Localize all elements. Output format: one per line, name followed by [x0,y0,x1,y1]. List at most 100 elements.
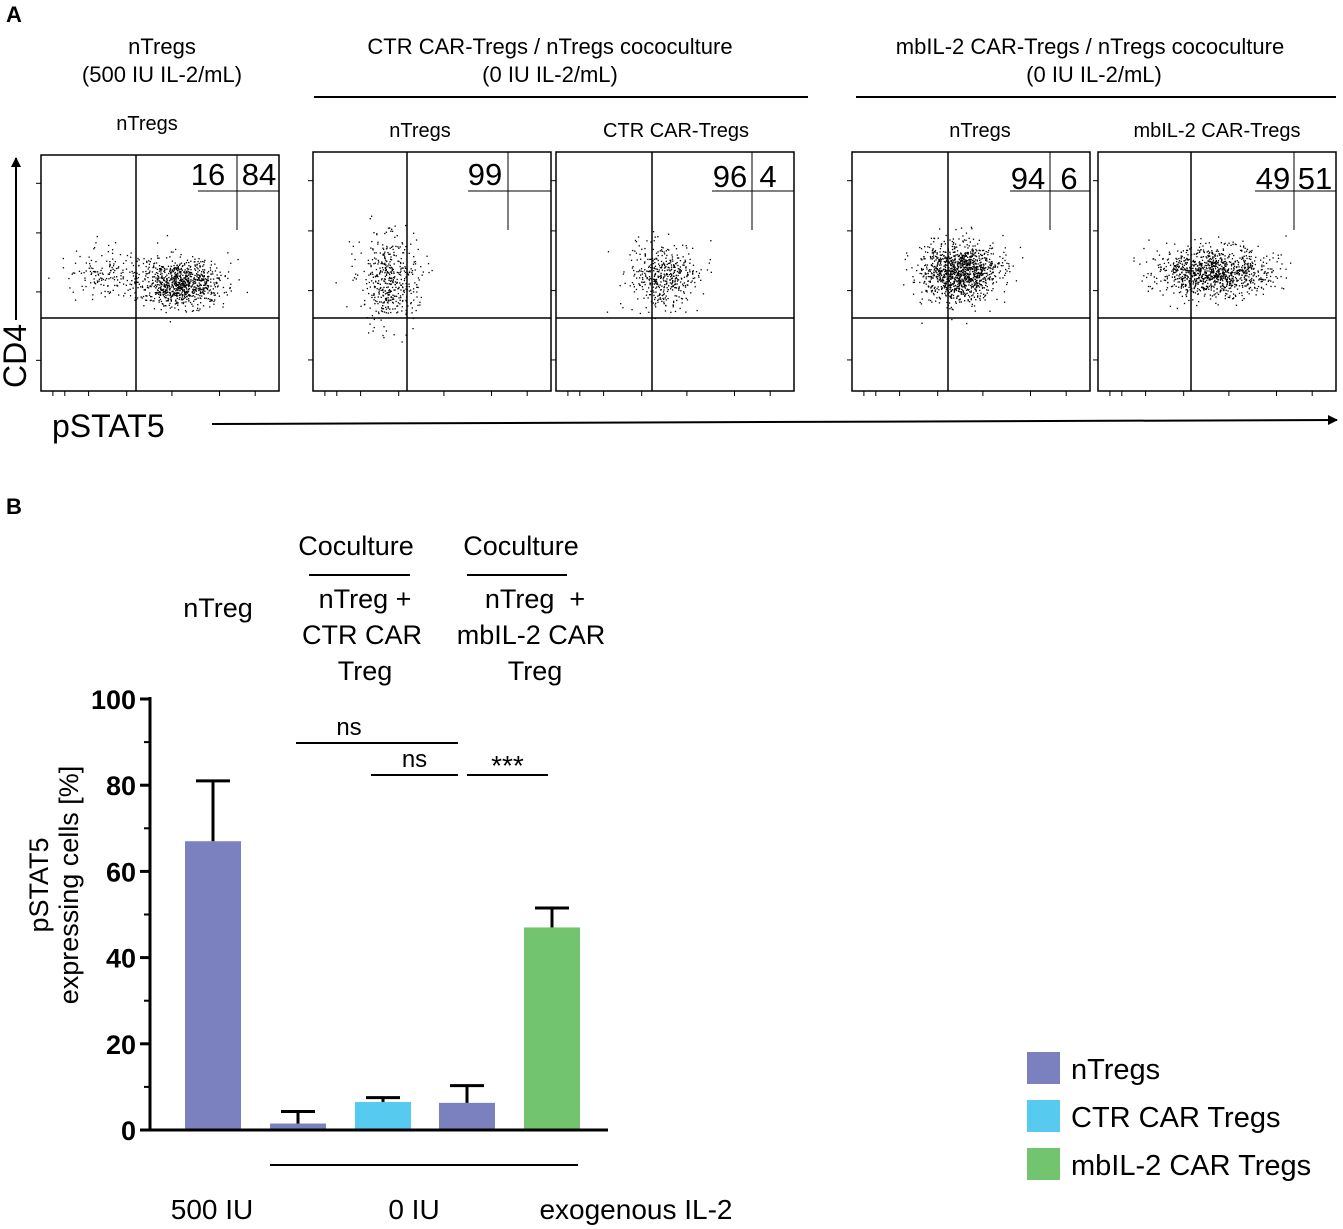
event-dot [1252,282,1254,284]
event-dot [400,262,402,265]
event-dot [633,283,635,286]
event-dot [391,281,394,283]
event-dot [188,279,190,281]
event-dot [1248,279,1251,282]
event-dot [975,272,978,274]
event-dot [182,280,184,283]
event-dot [1154,281,1156,283]
event-dot [178,283,180,286]
event-dot [1220,285,1222,287]
event-dot [180,276,182,279]
event-dot [397,311,399,313]
event-dot [161,284,163,286]
event-dot [957,287,960,289]
event-dot [168,282,170,284]
event-dot [964,268,967,271]
plot5-events [1133,235,1292,310]
event-dot [1243,276,1245,278]
event-dot [72,272,74,274]
event-dot [1179,268,1182,270]
event-dot [194,268,196,270]
event-dot [974,251,977,254]
event-dot [973,292,975,294]
event-dot [967,273,969,275]
event-dot [184,310,187,312]
event-dot [194,286,196,288]
event-dot [1232,243,1234,246]
event-dot [95,271,97,273]
event-dot [400,270,402,272]
event-dot [1229,253,1231,256]
event-dot [103,284,105,286]
event-dot [191,273,194,275]
event-dot [1173,271,1175,274]
event-dot [218,295,220,297]
event-dot [194,264,196,266]
event-dot [962,241,965,243]
event-dot [948,275,951,278]
event-dot [382,253,384,255]
event-dot [229,287,231,289]
event-dot [204,269,206,271]
event-dot [1234,294,1236,296]
event-dot [398,297,400,299]
event-dot [674,280,676,282]
event-dot [107,273,109,275]
event-dot [1242,271,1244,273]
event-dot [210,285,212,287]
event-dot [1208,278,1210,280]
event-dot [1159,290,1161,292]
event-dot [1164,270,1166,272]
event-dot [1219,282,1221,284]
event-dot [162,289,164,291]
event-dot [122,262,125,264]
event-dot [1196,280,1198,282]
event-dot [985,259,987,261]
event-dot [940,258,942,261]
event-dot [989,258,991,260]
event-dot [1220,261,1222,263]
event-dot [1194,284,1197,287]
event-dot [95,261,97,263]
event-dot [89,270,92,273]
event-dot [166,279,168,281]
event-dot [176,276,178,278]
event-dot [214,286,216,288]
event-dot [351,253,353,255]
event-dot [1002,265,1004,267]
event-dot [1249,281,1251,283]
event-dot [1184,275,1186,277]
event-dot [84,277,86,279]
event-dot [958,238,960,240]
event-dot [1216,277,1218,279]
event-dot [163,305,165,307]
event-dot [934,251,936,253]
event-dot [937,281,939,283]
event-dot [196,264,198,266]
event-dot [151,296,153,298]
event-dot [954,268,956,270]
event-dot [62,257,64,260]
event-dot [665,260,667,262]
event-dot [185,278,187,281]
event-dot [171,274,173,277]
event-dot [1150,274,1152,276]
event-dot [122,271,124,274]
event-dot [377,243,379,245]
event-dot [1252,275,1254,277]
event-dot [385,308,388,310]
event-dot [970,291,972,293]
event-dot [160,289,163,291]
event-dot [939,297,941,299]
event-dot [112,249,114,251]
event-dot [954,255,956,257]
event-dot [386,260,388,263]
event-dot [1143,275,1145,277]
event-dot [397,305,399,307]
event-dot [199,287,201,289]
event-dot [172,270,175,273]
event-dot [177,292,179,294]
event-dot [981,254,983,257]
event-dot [944,283,946,285]
event-dot [653,267,655,270]
